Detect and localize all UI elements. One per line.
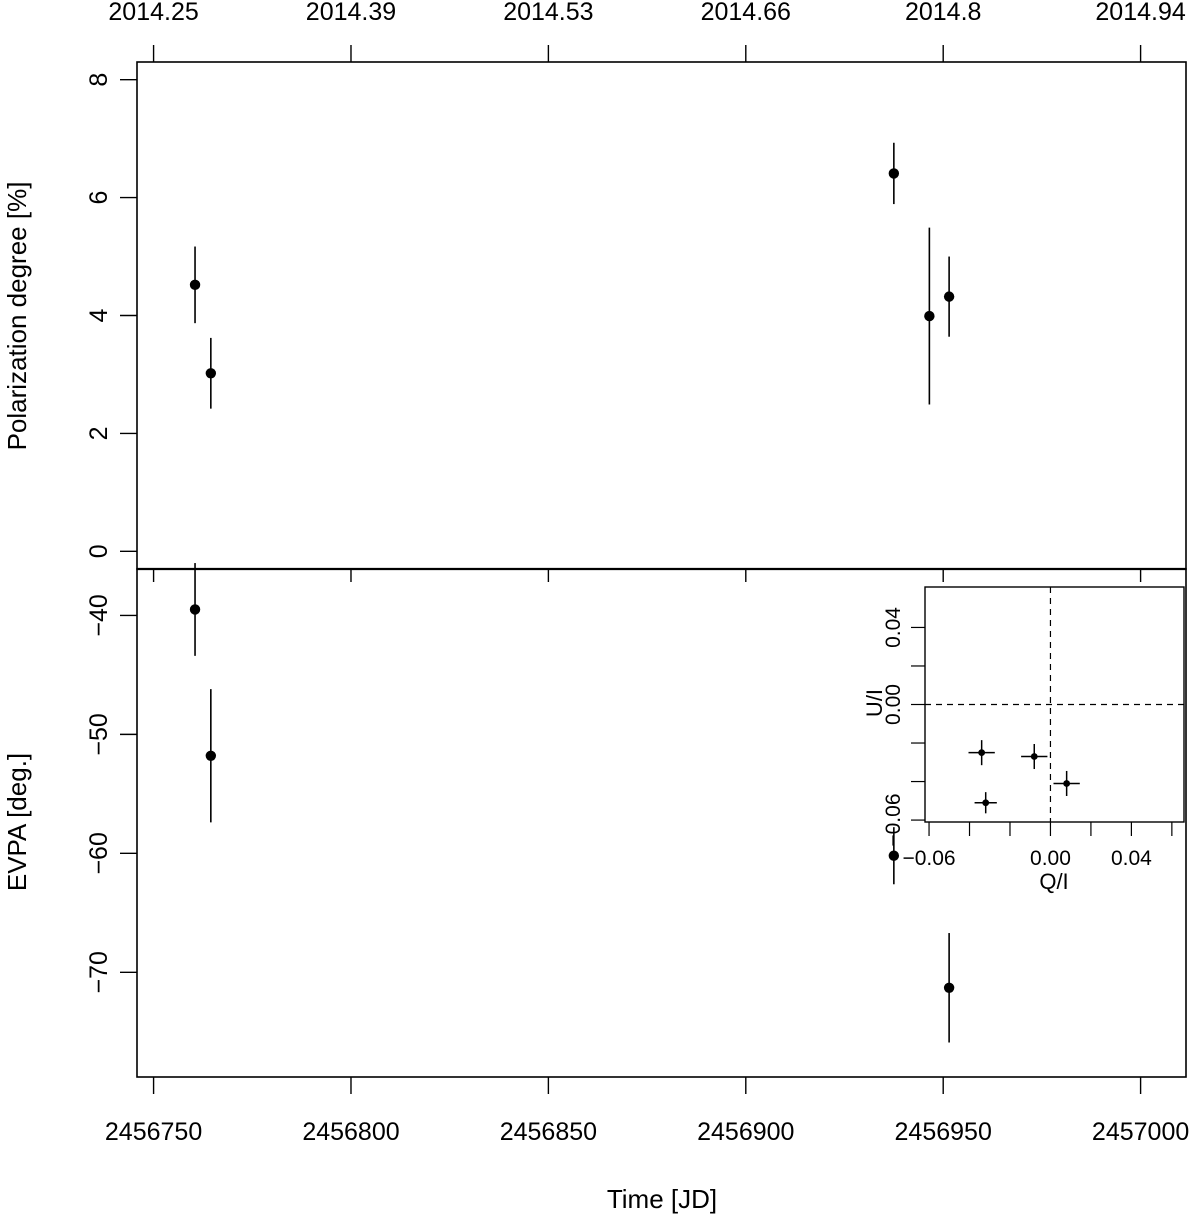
polarization-degree-point — [943, 291, 955, 302]
inset-point — [1063, 780, 1071, 787]
top-y-axis-tick-label: 6 — [85, 191, 113, 205]
inset-y-tick-label: −0.06 — [882, 794, 905, 847]
x-axis-tick-label: 2456750 — [105, 1118, 202, 1146]
evpa-point — [888, 850, 900, 861]
evpa-point — [205, 750, 217, 761]
bottom-panel-y-axis-title: EVPA [deg.] — [2, 753, 32, 891]
bottom-y-axis-tick-label: −60 — [85, 832, 113, 874]
inset-y-tick-label: 0.00 — [882, 684, 905, 725]
polarization-degree-point — [888, 168, 900, 179]
top-axis-tick-label: 2014.25 — [108, 0, 198, 26]
polarization-degree-point — [189, 279, 201, 291]
inset-x-tick-label: 0.04 — [1111, 847, 1152, 870]
x-axis-tick-label: 2456800 — [302, 1118, 399, 1146]
inset-y-axis-title: U/I — [862, 689, 887, 717]
x-axis-tick-label: 2457000 — [1092, 1118, 1189, 1146]
top-y-axis-tick-label: 2 — [85, 426, 113, 440]
top-axis-tick-label: 2014.8 — [905, 0, 981, 26]
top-axis-tick-label: 2014.53 — [503, 0, 593, 26]
inset-y-tick-label: 0.04 — [882, 607, 905, 648]
inset-x-tick-label: 0.00 — [1030, 847, 1071, 870]
top-panel-y-axis-title: Polarization degree [%] — [2, 182, 32, 451]
top-panel-frame — [136, 61, 1187, 570]
polarization-degree-point — [924, 310, 935, 322]
evpa-point — [189, 604, 201, 615]
inset-x-tick-label: −0.06 — [902, 847, 955, 870]
x-axis-tick-label: 2456950 — [895, 1118, 992, 1146]
inset-point — [982, 799, 990, 807]
top-y-axis-tick-label: 4 — [85, 308, 113, 322]
top-axis-tick-label: 2014.66 — [701, 0, 791, 26]
x-axis-tick-label: 2456850 — [500, 1118, 597, 1146]
polarization-degree-point — [205, 368, 217, 379]
inset-point — [978, 749, 986, 757]
x-axis-tick-label: 2456900 — [697, 1118, 794, 1146]
evpa-point — [943, 982, 955, 993]
top-y-axis-tick-label: 8 — [85, 73, 113, 87]
top-axis-tick-label: 2014.94 — [1095, 0, 1185, 26]
top-axis-tick-label: 2014.39 — [306, 0, 396, 26]
bottom-y-axis-tick-label: −40 — [85, 594, 113, 636]
top-y-axis-tick-label: 0 — [85, 544, 113, 558]
inset-x-axis-title: Q/I — [1039, 869, 1068, 894]
x-axis-title: Time [JD] — [607, 1184, 717, 1214]
bottom-y-axis-tick-label: −50 — [85, 713, 113, 755]
bottom-y-axis-tick-label: −70 — [85, 951, 113, 993]
inset-point — [1030, 753, 1038, 760]
